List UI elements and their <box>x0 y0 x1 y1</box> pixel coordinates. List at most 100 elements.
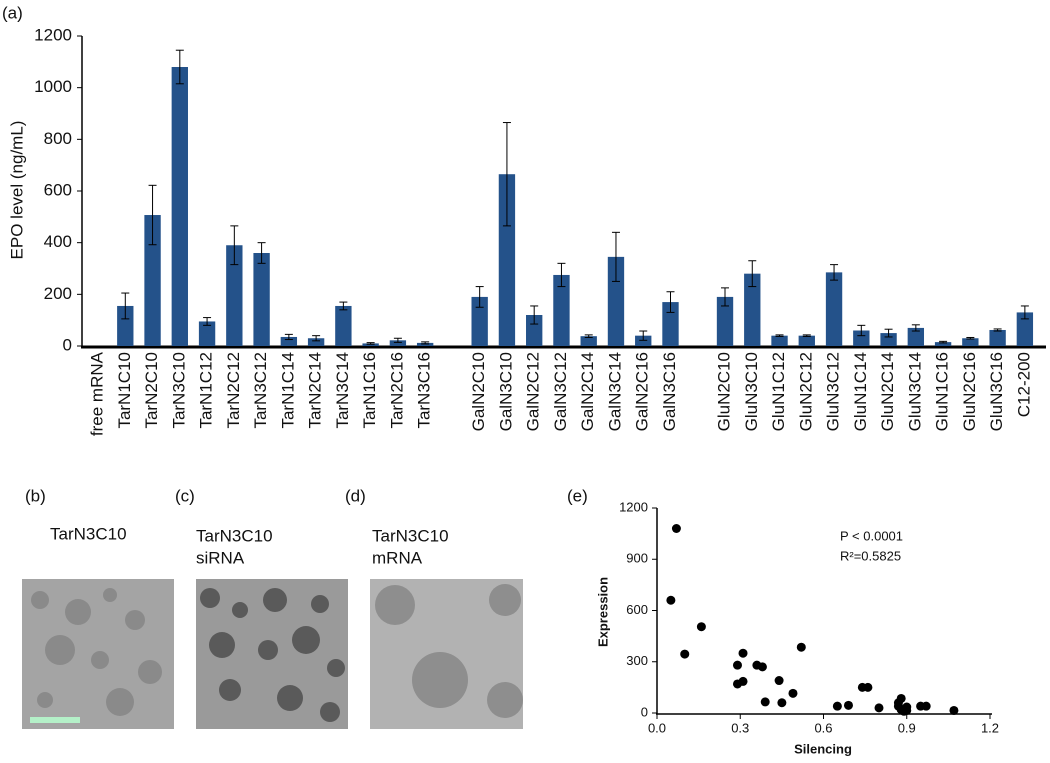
point <box>893 698 903 708</box>
point <box>666 595 676 605</box>
point <box>757 662 767 672</box>
point <box>832 701 842 711</box>
x-tick-label: GalN2C14 <box>578 352 597 431</box>
point <box>796 642 806 652</box>
x-axis-label: Silencing <box>794 741 852 756</box>
micrograph <box>370 579 523 729</box>
point <box>949 705 959 715</box>
x-tick-label: TarN3C12 <box>251 352 270 429</box>
caption: TarN3C10 <box>196 526 273 545</box>
x-tick-label: TarN2C16 <box>387 352 406 429</box>
y-tick-label: 0 <box>641 704 648 719</box>
point <box>732 660 742 670</box>
point <box>788 688 798 698</box>
micrograph <box>196 579 348 729</box>
y-tick-label: 1200 <box>34 25 72 44</box>
panel-label: (c) <box>175 486 195 505</box>
x-tick-label: GluN2C12 <box>796 352 815 431</box>
panel-label: (b) <box>25 486 46 505</box>
point <box>760 697 770 707</box>
bar <box>171 67 188 346</box>
x-tick-label: C12-200 <box>1014 352 1033 417</box>
bar <box>989 329 1006 346</box>
x-tick-label: GluN2C14 <box>878 352 897 431</box>
x-tick-label: TarN3C14 <box>333 352 352 429</box>
panel-label: (a) <box>2 3 23 22</box>
x-tick-label: TarN2C10 <box>142 352 161 429</box>
y-tick-label: 900 <box>626 551 648 566</box>
bar <box>144 215 161 346</box>
bar <box>471 296 488 346</box>
bar <box>744 273 761 346</box>
bar <box>853 330 870 346</box>
y-axis-label: EPO level (ng/mL) <box>7 121 26 260</box>
x-tick-label: TarN1C10 <box>115 352 134 429</box>
y-tick-label: 800 <box>44 129 72 148</box>
x-tick-label: TarN1C14 <box>278 352 297 429</box>
point <box>774 676 784 686</box>
x-tick-label: GluN1C14 <box>851 352 870 431</box>
x-tick-label: 0.0 <box>648 720 666 735</box>
y-tick-label: 1000 <box>34 77 72 96</box>
x-tick-label: GluN2C16 <box>960 352 979 431</box>
bar <box>280 336 298 346</box>
x-tick-label: GluN2C10 <box>714 352 733 431</box>
bar <box>1016 312 1034 346</box>
point <box>680 649 690 659</box>
bar <box>962 338 979 346</box>
bar <box>416 342 434 346</box>
annotation: R²=0.5825 <box>840 548 901 563</box>
x-tick-label: TarN2C14 <box>306 352 325 429</box>
caption: mRNA <box>372 548 423 567</box>
x-tick-label: 1.2 <box>981 720 999 735</box>
x-tick-label: GluN1C16 <box>933 352 952 431</box>
bar <box>798 335 815 346</box>
caption: TarN3C10 <box>50 524 127 543</box>
point <box>738 676 748 686</box>
bar <box>607 256 625 346</box>
x-tick-label: GalN3C12 <box>551 352 570 431</box>
point <box>777 698 787 708</box>
bar <box>117 305 134 346</box>
bar <box>362 343 379 346</box>
panel-label: (e) <box>567 486 588 505</box>
point <box>863 682 873 692</box>
x-tick-label: GluN3C16 <box>987 352 1006 431</box>
bar <box>335 305 352 346</box>
x-tick-label: GalN3C10 <box>496 352 515 431</box>
bar <box>307 338 325 346</box>
bar <box>526 315 543 346</box>
bar <box>389 340 407 346</box>
point <box>696 622 706 632</box>
bar <box>198 321 216 346</box>
y-tick-label: 300 <box>626 653 648 668</box>
x-tick-label: TarN3C16 <box>415 352 434 429</box>
point <box>921 701 931 711</box>
bar <box>253 253 270 346</box>
point <box>843 700 853 710</box>
caption: TarN3C10 <box>372 526 449 545</box>
x-tick-label: GalN3C14 <box>605 352 624 431</box>
bar <box>907 327 925 346</box>
x-tick-label: 0.6 <box>814 720 832 735</box>
micrograph <box>22 579 174 729</box>
y-tick-label: 0 <box>63 335 72 354</box>
bar <box>553 274 570 346</box>
point <box>738 648 748 658</box>
bar <box>880 333 897 346</box>
bar <box>716 296 734 346</box>
x-tick-label: TarN3C10 <box>169 352 188 429</box>
caption: siRNA <box>196 548 245 567</box>
panel-label: (d) <box>345 486 366 505</box>
bar <box>226 245 243 346</box>
x-tick-label: 0.3 <box>731 720 749 735</box>
y-tick-label: 600 <box>44 180 72 199</box>
bar <box>934 342 952 346</box>
x-tick-label: TarN1C16 <box>360 352 379 429</box>
x-tick-label: GalN2C12 <box>524 352 543 431</box>
x-tick-label: TarN2C12 <box>224 352 243 429</box>
y-tick-label: 200 <box>44 284 72 303</box>
bar <box>662 302 679 346</box>
x-tick-label: TarN1C12 <box>197 352 216 429</box>
